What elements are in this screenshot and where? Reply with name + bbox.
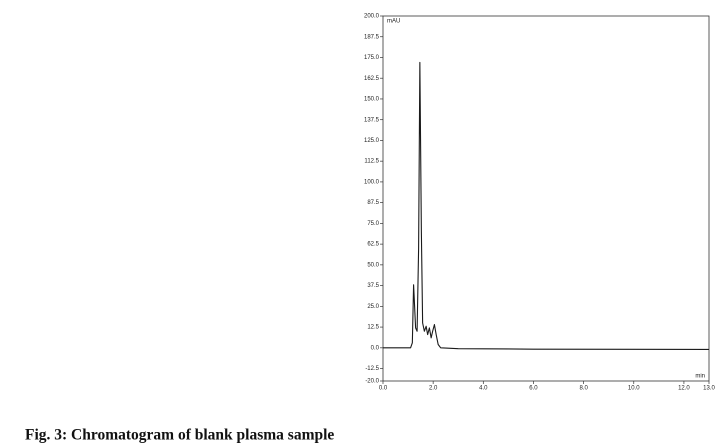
x-tick-label: 6.0 bbox=[529, 386, 538, 392]
y-tick-label: 112.5 bbox=[364, 159, 379, 165]
y-tick-label: 187.5 bbox=[364, 34, 380, 40]
y-tick-label: 150.0 bbox=[364, 97, 380, 103]
x-tick-label: 12.0 bbox=[678, 386, 690, 392]
x-tick-label: 13.0 bbox=[703, 386, 715, 392]
y-axis-label: mAU bbox=[387, 19, 400, 25]
y-tick-label: 37.5 bbox=[367, 283, 379, 289]
y-tick-label: 137.5 bbox=[364, 117, 380, 123]
y-tick-label: -12.5 bbox=[365, 366, 379, 372]
y-tick-label: 62.5 bbox=[367, 242, 379, 248]
y-tick-label: 175.0 bbox=[364, 55, 380, 61]
y-tick-label: 50.0 bbox=[367, 262, 379, 268]
y-tick-label: 0.0 bbox=[371, 345, 380, 351]
x-tick-label: 4.0 bbox=[479, 386, 488, 392]
x-tick-label: 10.0 bbox=[628, 386, 640, 392]
y-tick-label: 125.0 bbox=[364, 138, 380, 144]
y-tick-label: 25.0 bbox=[367, 304, 379, 310]
y-tick-label: 162.5 bbox=[364, 76, 380, 82]
y-tick-label: 75.0 bbox=[367, 221, 379, 227]
x-tick-label: 8.0 bbox=[579, 386, 588, 392]
y-tick-label: 12.5 bbox=[367, 325, 379, 331]
y-tick-label: 200.0 bbox=[364, 14, 380, 20]
caption: Fig. 3: Chromatogram of blank plasma sam… bbox=[25, 427, 334, 444]
y-tick-label: 87.5 bbox=[367, 200, 379, 206]
x-tick-label: 2.0 bbox=[429, 386, 438, 392]
y-tick-label: 100.0 bbox=[364, 179, 380, 185]
x-axis-label: min bbox=[695, 374, 705, 380]
plot-frame bbox=[382, 15, 710, 382]
x-tick-label: 0.0 bbox=[379, 386, 388, 392]
y-tick-label: -20.0 bbox=[365, 379, 379, 385]
data-line bbox=[383, 61, 710, 351]
